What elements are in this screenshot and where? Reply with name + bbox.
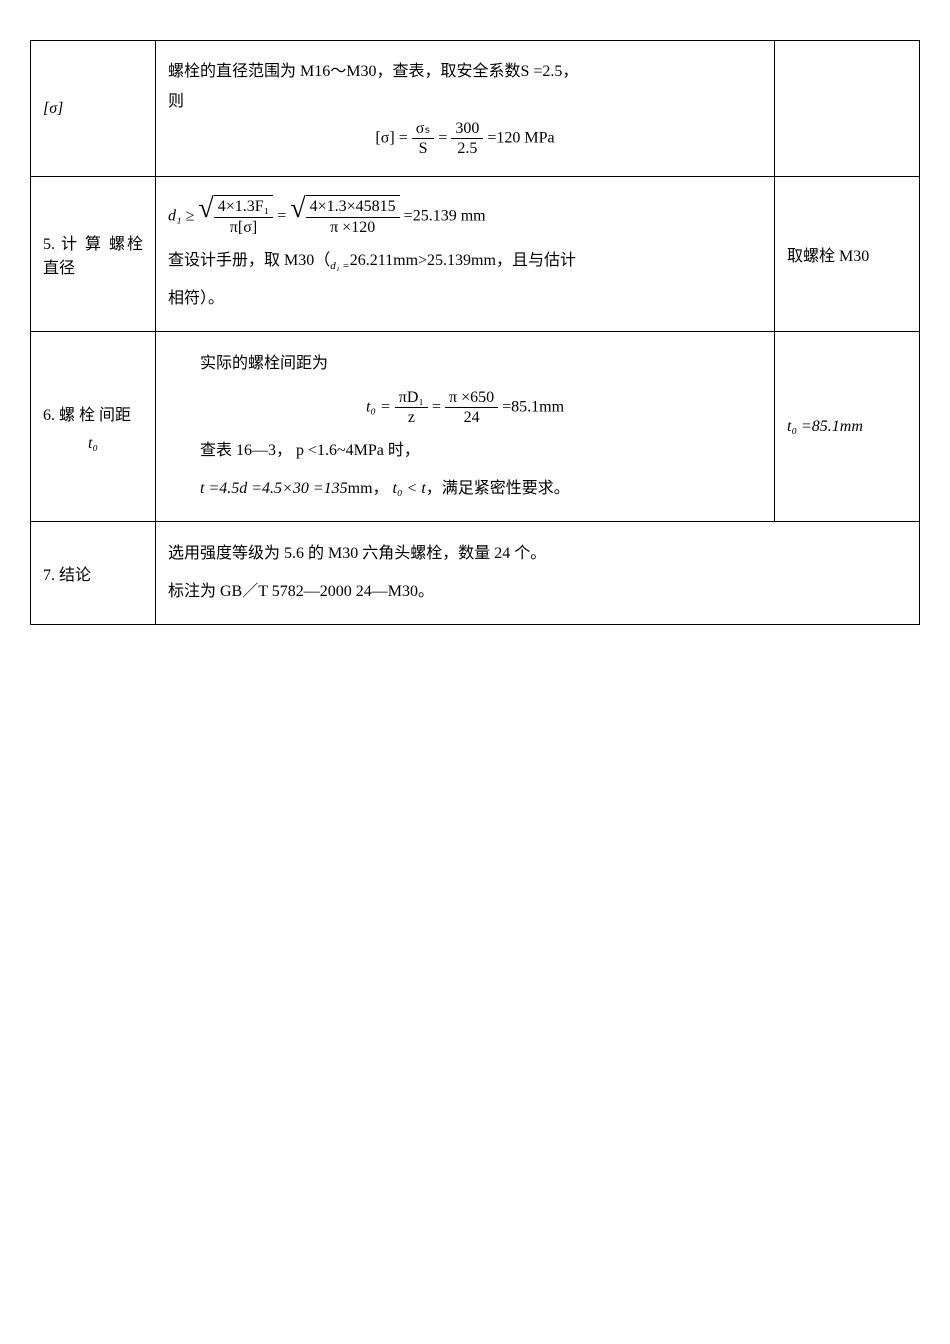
row2-result: =25.139 mm bbox=[404, 208, 486, 225]
row3-content-cell: 实际的螺栓间距为 t₀ = πD₁ z = π ×650 24 =85.1mm … bbox=[156, 331, 775, 521]
row1-frac2: 300 2.5 bbox=[451, 119, 483, 158]
row3-line4c: t₀ < t bbox=[393, 480, 426, 497]
row3-line4b: mm， bbox=[348, 480, 389, 497]
row2-eq: = bbox=[277, 208, 286, 225]
row3-frac2-num: π ×650 bbox=[445, 388, 498, 408]
row-bolt-diameter: 5. 计 算 螺栓直径 d₁ ≥ √ 4×1.3F₁ π[σ] = √ 4×1.… bbox=[31, 177, 920, 332]
row3-t0-lhs: t₀ = bbox=[366, 398, 391, 415]
row1-line2: 则 bbox=[168, 87, 762, 111]
row2-col3: 取螺栓 M30 bbox=[775, 177, 920, 332]
row3-line1: 实际的螺栓间距为 bbox=[168, 348, 762, 380]
row2-d1-lhs: d₁ ≥ bbox=[168, 208, 194, 225]
row2-sqrt1-num: 4×1.3F₁ bbox=[214, 197, 274, 217]
row1-col3 bbox=[775, 41, 920, 177]
row2-line3: 相符）。 bbox=[168, 283, 762, 315]
row2-sqrt2: 4×1.3×45815 π ×120 bbox=[306, 195, 400, 236]
row2-label-cell: 5. 计 算 螺栓直径 bbox=[31, 177, 156, 332]
row1-label-cell: [σ] bbox=[31, 41, 156, 177]
row3-line3: 查表 16—3， p <1.6~4MPa 时， bbox=[168, 435, 762, 467]
row1-frac2-den: 2.5 bbox=[451, 139, 483, 158]
row2-line2c: 26.211mm>25.139mm，且与估计 bbox=[350, 252, 576, 269]
row4-label-cell: 7. 结论 bbox=[31, 522, 156, 625]
row2-sqrt2-den: π ×120 bbox=[306, 218, 400, 237]
row2-line2b: d₁ = bbox=[330, 260, 350, 272]
row-allowable-stress: [σ] 螺栓的直径范围为 M16～M30，查表，取安全系数S =2.5， 则 [… bbox=[31, 41, 920, 177]
row-bolt-spacing: 6. 螺 栓 间距 t₀ 实际的螺栓间距为 t₀ = πD₁ z = π ×65… bbox=[31, 331, 920, 521]
row3-eq: = bbox=[432, 398, 441, 415]
row1-frac1: σₛ S bbox=[412, 119, 435, 158]
row-conclusion: 7. 结论 选用强度等级为 5.6 的 M30 六角头螺栓，数量 24 个。 标… bbox=[31, 522, 920, 625]
row3-label: 6. 螺 栓 间距 bbox=[43, 401, 143, 425]
row2-label: 5. 计 算 螺栓直径 bbox=[43, 236, 143, 277]
row2-formula: d₁ ≥ √ 4×1.3F₁ π[σ] = √ 4×1.3×45815 π ×1… bbox=[168, 195, 762, 236]
row4-label: 7. 结论 bbox=[43, 567, 91, 584]
row1-frac1-den: S bbox=[412, 139, 435, 158]
row4-line1: 选用强度等级为 5.6 的 M30 六角头螺栓，数量 24 个。 bbox=[168, 538, 907, 570]
sigma-label: [σ] bbox=[43, 100, 63, 117]
row3-label-cell: 6. 螺 栓 间距 t₀ bbox=[31, 331, 156, 521]
row1-content-cell: 螺栓的直径范围为 M16～M30，查表，取安全系数S =2.5， 则 [σ] =… bbox=[156, 41, 775, 177]
row1-formula: [σ] = σₛ S = 300 2.5 =120 MPa bbox=[168, 119, 762, 158]
row1-line1: 螺栓的直径范围为 M16～M30，查表，取安全系数S =2.5， bbox=[168, 57, 762, 81]
row3-line4a: t =4.5d =4.5×30 =135 bbox=[200, 480, 348, 497]
row1-frac2-num: 300 bbox=[451, 119, 483, 139]
row3-line4d: ，满足紧密性要求。 bbox=[426, 480, 570, 497]
design-table: [σ] 螺栓的直径范围为 M16～M30，查表，取安全系数S =2.5， 则 [… bbox=[30, 40, 920, 625]
row3-line4: t =4.5d =4.5×30 =135mm， t₀ < t，满足紧密性要求。 bbox=[168, 473, 762, 505]
row1-eq1: = bbox=[438, 129, 447, 146]
row2-sqrt1: 4×1.3F₁ π[σ] bbox=[214, 195, 274, 236]
row3-frac1-num: πD₁ bbox=[395, 388, 428, 408]
row3-label-sub: t₀ bbox=[43, 435, 143, 453]
row3-result-note: t₀ =85.1mm bbox=[787, 418, 863, 435]
row2-sqrt1-den: π[σ] bbox=[214, 218, 274, 237]
row2-content-cell: d₁ ≥ √ 4×1.3F₁ π[σ] = √ 4×1.3×45815 π ×1… bbox=[156, 177, 775, 332]
sqrt-icon-1: √ bbox=[198, 195, 213, 223]
row4-content-cell: 选用强度等级为 5.6 的 M30 六角头螺栓，数量 24 个。 标注为 GB／… bbox=[156, 522, 920, 625]
row1-lhs: [σ] = bbox=[375, 129, 407, 146]
row3-formula: t₀ = πD₁ z = π ×650 24 =85.1mm bbox=[168, 388, 762, 427]
row3-frac2-den: 24 bbox=[445, 408, 498, 427]
row2-result-note: 取螺栓 M30 bbox=[787, 248, 869, 265]
row1-frac1-num: σₛ bbox=[412, 119, 435, 139]
row2-line2a: 查设计手册，取 M30（ bbox=[168, 252, 330, 269]
row2-line2: 查设计手册，取 M30（d₁ =26.211mm>25.139mm，且与估计 bbox=[168, 245, 762, 277]
sqrt-icon-2: √ bbox=[290, 195, 305, 223]
row3-result: =85.1mm bbox=[502, 398, 564, 415]
row4-line2: 标注为 GB／T 5782—2000 24—M30。 bbox=[168, 576, 907, 608]
row3-col3: t₀ =85.1mm bbox=[775, 331, 920, 521]
row1-result: =120 MPa bbox=[487, 129, 554, 146]
row3-frac1-den: z bbox=[395, 408, 428, 427]
row3-frac2: π ×650 24 bbox=[445, 388, 498, 427]
row3-frac1: πD₁ z bbox=[395, 388, 428, 427]
row2-sqrt2-num: 4×1.3×45815 bbox=[306, 197, 400, 217]
